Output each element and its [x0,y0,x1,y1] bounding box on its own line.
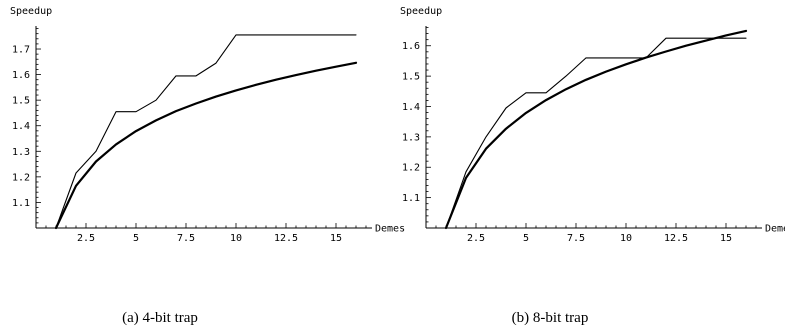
y-tick-label: 1.6 [12,70,30,81]
y-tick-label: 1.6 [402,41,420,52]
x-tick-label: 2.5 [467,233,485,244]
x-tick-label: 7.5 [177,233,195,244]
x-tick-label: 12.5 [664,233,688,244]
y-tick-label: 1.3 [12,147,30,158]
chart-1: 2.5 5 7.5 10 12.5 15 1.1 1.2 1.3 1.4 1.5 1.6 Speedup… [400,6,785,244]
y-tick-label: 1.4 [12,121,30,132]
x-tick-label: 5 [523,233,529,244]
x-tick-label: 15 [330,233,342,244]
thick-series-line [54,61,358,230]
y-axis-label: Speedup [400,6,442,17]
x-tick-label: 7.5 [567,233,585,244]
x-tick-label: 5 [133,233,139,244]
y-tick-label: 1.2 [12,172,30,183]
x-tick-label: 2.5 [77,233,95,244]
caption-a: (a) 4-bit trap [122,310,198,326]
y-tick-label: 1.5 [12,96,30,107]
thin-series-line [55,34,357,229]
y-tick-label: 1.2 [402,163,420,174]
y-axis-label: Speedup [10,6,52,17]
x-tick-label: 10 [230,233,242,244]
y-tick-label: 1.7 [12,45,30,56]
thin-series-line [445,37,747,229]
y-tick-label: 1.3 [402,132,420,143]
y-tick-label: 1.5 [402,72,420,83]
y-tick-label: 1.4 [402,102,420,113]
y-tick-label: 1.1 [12,198,30,209]
x-tick-label: 15 [720,233,732,244]
x-axis-label: Demes [765,224,785,235]
x-tick-label: 10 [620,233,632,244]
chart-0: 2.5 5 7.5 10 12.5 15 1.1 1.2 1.3 1.4 1.5 1.6 1.7 Spee… [10,6,405,244]
thick-series-line [444,29,748,230]
x-axis-label: Demes [375,224,405,235]
x-tick-label: 12.5 [274,233,298,244]
y-tick-label: 1.1 [402,193,420,204]
caption-b: (b) 8-bit trap [511,310,589,326]
